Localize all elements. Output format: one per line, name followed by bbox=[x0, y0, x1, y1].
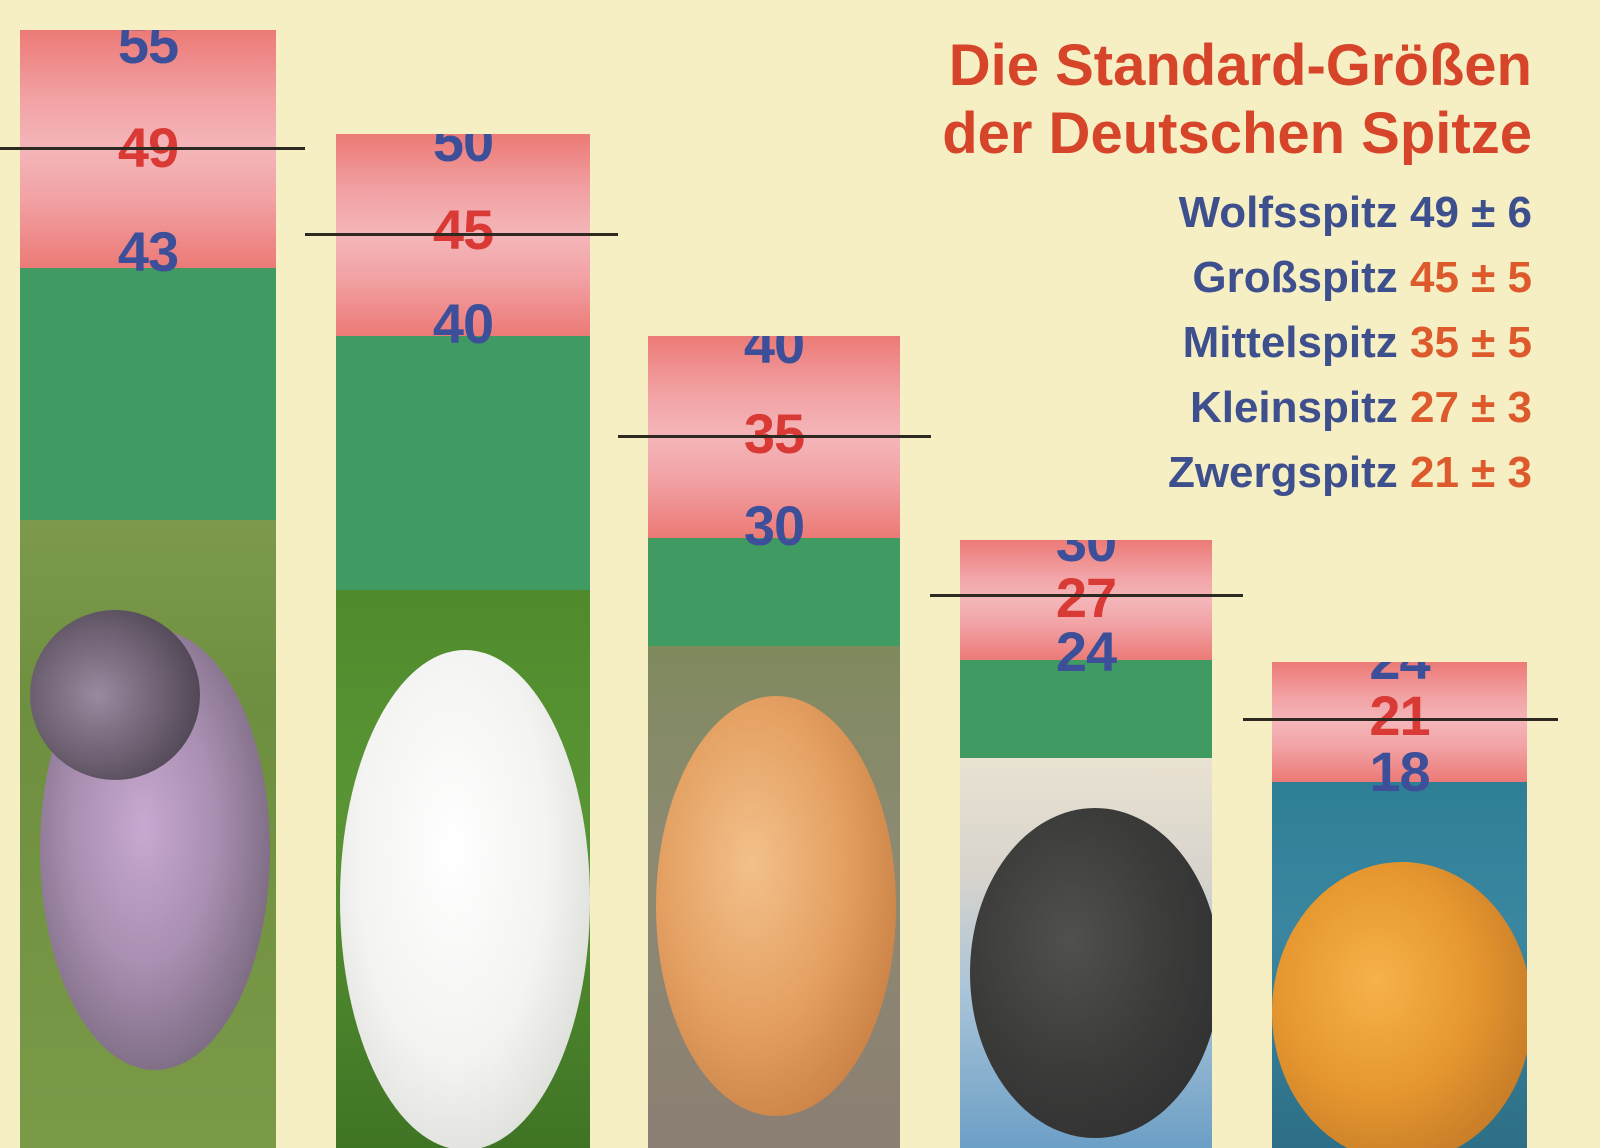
dog-photo-zwergspitz bbox=[1272, 782, 1527, 1148]
legend-label: Kleinspitz bbox=[1189, 383, 1398, 432]
mean-line-zwergspitz bbox=[1243, 718, 1558, 721]
mean-label: 27 bbox=[1055, 566, 1117, 629]
legend-label: Mittelspitz bbox=[1182, 318, 1398, 367]
dog-photo-wolfsspitz bbox=[20, 520, 276, 1148]
dog-photo-mittelspitz bbox=[648, 646, 900, 1148]
legend-item-kleinspitz: Kleinspitz 27 ± 3 bbox=[1168, 375, 1532, 440]
legend-item-mittelspitz: Mittelspitz 35 ± 5 bbox=[1168, 310, 1532, 375]
dog-grossspitz-body bbox=[340, 650, 590, 1148]
max-label: 40 bbox=[743, 336, 805, 375]
min-label: 18 bbox=[1369, 740, 1430, 803]
bar-wolfsspitz: 55 49 43 bbox=[20, 30, 276, 1148]
bar-mittelspitz: 40 35 30 bbox=[648, 336, 900, 1148]
chart-title-line1: Die Standard-Größen bbox=[948, 33, 1532, 98]
mean-line-kleinspitz bbox=[930, 594, 1243, 597]
dog-photo-grossspitz bbox=[336, 590, 590, 1148]
legend-label: Zwergspitz bbox=[1167, 448, 1398, 497]
min-label: 30 bbox=[743, 494, 805, 557]
mean-label: 35 bbox=[743, 402, 805, 465]
legend: Wolfsspitz 49 ± 6 Großspitz 45 ± 5 Mitte… bbox=[1168, 180, 1532, 505]
legend-value: 21 ± 3 bbox=[1409, 448, 1532, 497]
bar-fill-wolfsspitz bbox=[20, 268, 276, 520]
legend-value: 45 ± 5 bbox=[1409, 253, 1532, 302]
bar-grossspitz: 50 45 40 bbox=[336, 134, 590, 1148]
mean-label: 45 bbox=[432, 198, 494, 261]
dog-photo-kleinspitz bbox=[960, 758, 1212, 1148]
bar-zwergspitz: 24 21 18 bbox=[1272, 662, 1527, 1148]
tolerance-band-zwergspitz bbox=[1272, 662, 1527, 782]
bar-fill-grossspitz bbox=[336, 336, 590, 590]
bar-kleinspitz: 30 27 24 bbox=[960, 540, 1212, 1148]
bar-fill-kleinspitz bbox=[960, 660, 1212, 758]
mean-line-mittelspitz bbox=[618, 435, 931, 438]
legend-item-wolfsspitz: Wolfsspitz 49 ± 6 bbox=[1168, 180, 1532, 245]
chart-title-line2: der Deutschen Spitze bbox=[942, 101, 1532, 166]
max-label: 24 bbox=[1272, 662, 1527, 688]
dog-zwergspitz-body bbox=[1272, 862, 1527, 1148]
min-label: 40 bbox=[432, 292, 494, 355]
legend-value: 27 ± 3 bbox=[1409, 383, 1532, 432]
mean-line-wolfsspitz bbox=[0, 147, 305, 150]
dog-mittelspitz-body bbox=[656, 696, 896, 1116]
legend-value: 49 ± 6 bbox=[1409, 188, 1532, 237]
max-label: 30 bbox=[1055, 540, 1117, 573]
dog-wolfsspitz-head bbox=[30, 610, 200, 780]
legend-label: Großspitz bbox=[1192, 253, 1398, 302]
mean-label: 21 bbox=[1369, 684, 1430, 747]
legend-item-zwergspitz: Zwergspitz 21 ± 3 bbox=[1168, 440, 1532, 505]
max-label: 50 bbox=[432, 134, 494, 173]
min-label: 24 bbox=[1055, 620, 1117, 683]
min-label: 43 bbox=[117, 220, 179, 283]
mean-line-grossspitz bbox=[305, 233, 618, 236]
dog-kleinspitz-body bbox=[970, 808, 1212, 1138]
bar-fill-mittelspitz bbox=[648, 538, 900, 646]
legend-value: 35 ± 5 bbox=[1409, 318, 1532, 367]
max-label: 55 bbox=[117, 30, 179, 75]
chart-title: Die Standard-Größen der Deutschen Spitze bbox=[942, 32, 1532, 168]
legend-item-grossspitz: Großspitz 45 ± 5 bbox=[1168, 245, 1532, 310]
legend-label: Wolfsspitz bbox=[1178, 188, 1398, 237]
tolerance-band-kleinspitz bbox=[960, 540, 1212, 660]
